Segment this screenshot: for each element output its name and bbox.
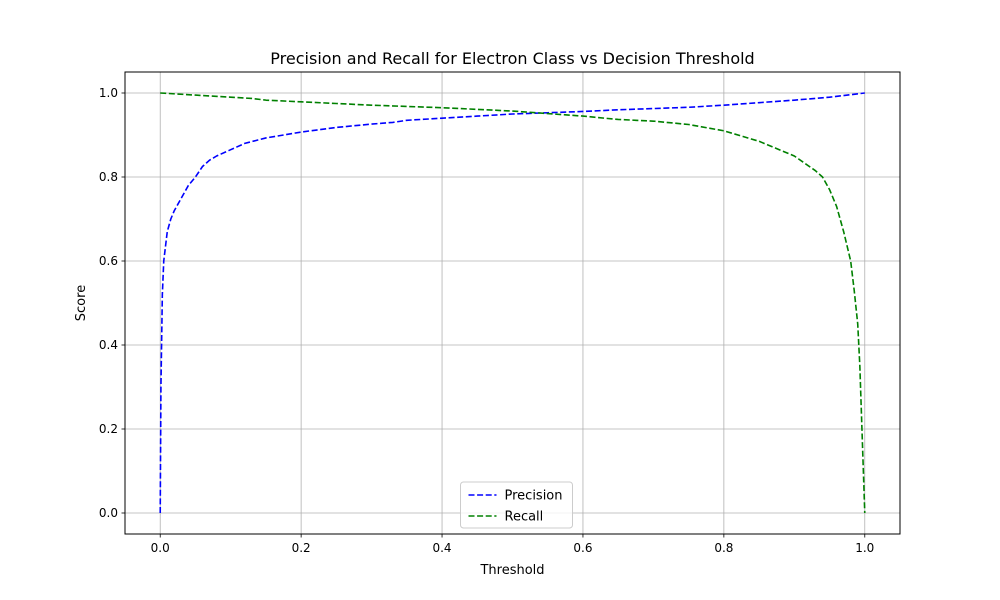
y-tick-label: 0.4 — [99, 338, 118, 352]
y-tick-label: 1.0 — [99, 86, 118, 100]
y-tick-label: 0.6 — [99, 254, 118, 268]
x-tick-label: 0.4 — [432, 541, 451, 555]
x-axis-label: Threshold — [479, 563, 544, 578]
grid — [125, 72, 900, 534]
series-lines — [159, 92, 866, 514]
y-tick-label: 0.0 — [99, 506, 118, 520]
chart-title: Precision and Recall for Electron Class … — [270, 49, 754, 68]
x-tick-label: 1.0 — [855, 541, 874, 555]
x-tick-label: 0.6 — [573, 541, 592, 555]
plot-frame — [124, 71, 901, 535]
y-tick-label: 0.2 — [99, 422, 118, 436]
axis-ticks: 0.0 0.2 0.4 0.6 0.8 1.0 0.0 0.2 0.4 0.6 0.8 1.0 — [99, 86, 874, 555]
legend-label-recall: Recall — [505, 510, 544, 525]
legend-label-precision: Precision — [505, 489, 563, 504]
series-line-recall — [160, 92, 866, 514]
x-tick-label: 0.0 — [151, 541, 170, 555]
y-tick-label: 0.8 — [99, 170, 118, 184]
y-axis-label: Score — [74, 285, 89, 321]
legend: Precision Recall — [460, 481, 573, 529]
x-tick-label: 0.2 — [292, 541, 311, 555]
x-tick-label: 0.8 — [714, 541, 733, 555]
